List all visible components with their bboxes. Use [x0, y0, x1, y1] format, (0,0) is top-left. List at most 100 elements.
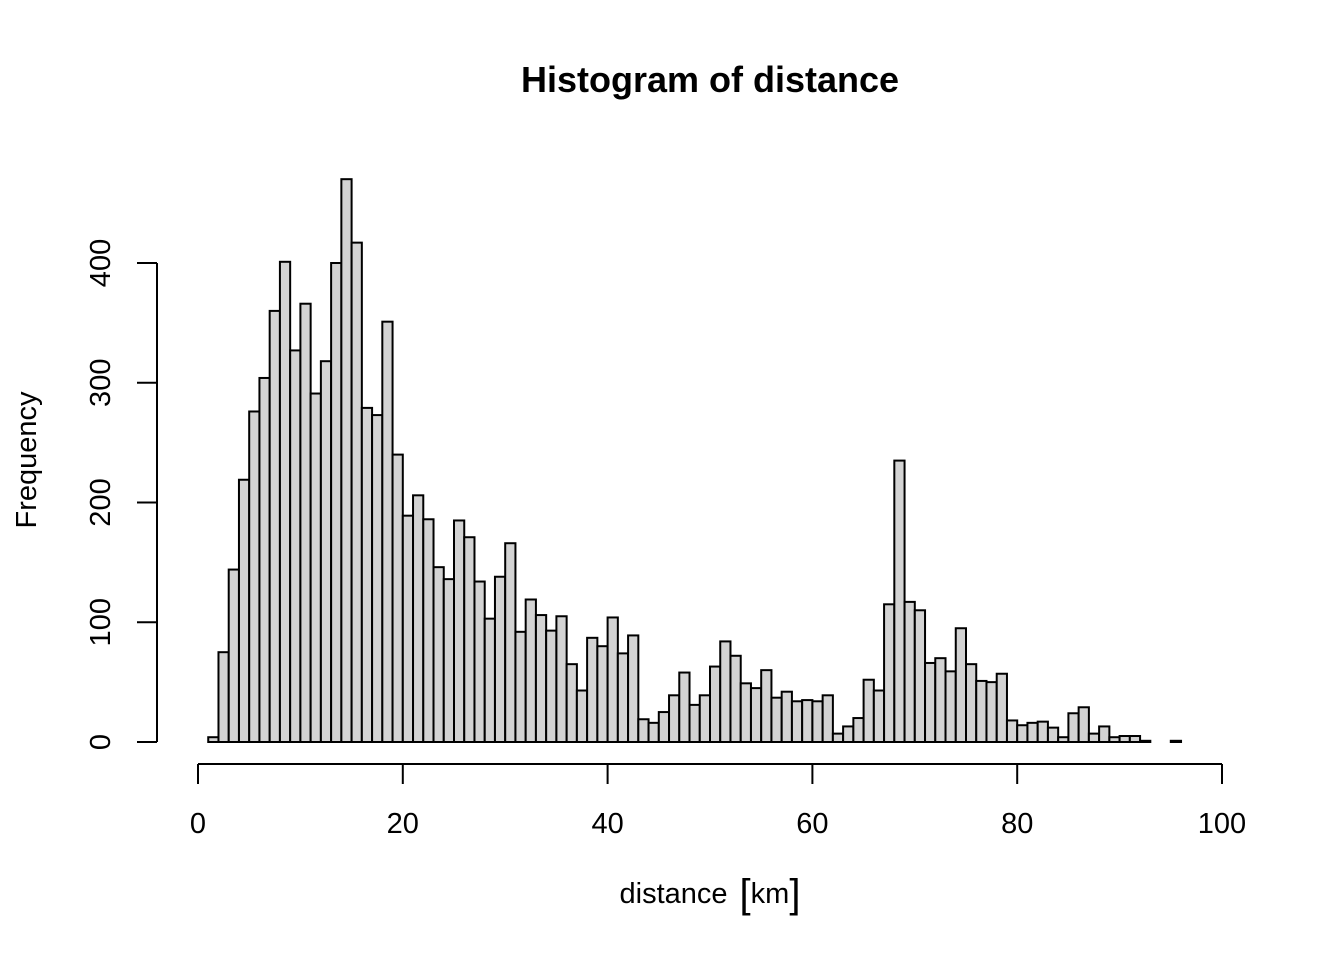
histogram-bar — [534, 614, 548, 743]
histogram-bar — [319, 360, 333, 743]
x-axis-label: distance [km] — [620, 872, 801, 916]
histogram-bar — [1128, 735, 1142, 744]
histogram-bar — [698, 694, 712, 743]
y-tick-label: 200 — [85, 478, 117, 526]
histogram-bar — [586, 636, 599, 744]
histogram-bar — [872, 689, 886, 744]
histogram-bar — [1098, 725, 1111, 743]
histogram-bar — [913, 609, 927, 744]
histogram-bar — [545, 629, 558, 744]
histogram-bar — [412, 494, 425, 743]
histogram-bar — [1016, 724, 1029, 743]
x-tick-label: 80 — [1001, 808, 1033, 840]
histogram-bar — [883, 603, 896, 743]
histogram-bar — [739, 682, 752, 744]
y-tick-label: 100 — [85, 598, 117, 646]
histogram-bar — [821, 694, 834, 743]
histogram-bar — [555, 615, 568, 744]
histogram-bar — [862, 678, 875, 743]
histogram-bar — [1118, 735, 1131, 744]
histogram-bar — [360, 406, 374, 743]
histogram-bar — [801, 699, 814, 744]
histogram-bar — [770, 696, 783, 744]
histogram-bar — [749, 687, 763, 743]
histogram-bar — [709, 665, 722, 743]
histogram-bar — [1046, 726, 1060, 744]
histogram-bar — [401, 514, 415, 743]
y-axis-label: Frequency — [11, 391, 43, 529]
histogram-bar — [1139, 739, 1152, 743]
histogram-bar — [514, 630, 527, 744]
histogram-bar — [965, 663, 978, 743]
histogram-bar — [575, 689, 589, 744]
y-axis: 0 100 200 300 400 — [85, 239, 158, 750]
x-axis-label-text: distance — [620, 878, 728, 910]
histogram-bar — [1036, 720, 1049, 744]
x-axis: 0 20 40 60 80 100 — [190, 763, 1246, 840]
x-tick-label: 60 — [796, 808, 828, 840]
histogram-bar — [442, 578, 456, 744]
x-tick-label: 100 — [1198, 808, 1246, 840]
histogram-bar — [760, 669, 773, 744]
histogram-bar — [780, 690, 793, 744]
histogram-bar — [934, 657, 947, 743]
histogram-bar — [842, 725, 855, 743]
histogram-bar — [371, 414, 384, 743]
histogram-bar — [729, 654, 742, 744]
bars-group — [207, 178, 1183, 744]
histogram-bar — [473, 580, 486, 743]
x-axis-unit: km — [751, 878, 790, 910]
histogram-bar — [954, 627, 968, 743]
histogram-bar — [637, 718, 650, 743]
histogram-bar — [975, 679, 988, 743]
histogram-bar — [1067, 712, 1080, 744]
x-tick-label: 0 — [190, 808, 206, 840]
histogram-bar — [565, 663, 578, 743]
histogram-bar — [237, 478, 251, 743]
histogram-bar — [1026, 721, 1039, 744]
histogram-bar — [504, 542, 517, 744]
histogram-bar — [258, 376, 271, 743]
histogram-bar — [627, 634, 640, 743]
histogram-bar — [995, 672, 1008, 743]
x-tick-label: 40 — [591, 808, 623, 840]
histogram-bar — [278, 260, 292, 743]
histogram-bar — [1087, 732, 1101, 743]
histogram-bar — [217, 651, 230, 743]
histogram-bar — [309, 392, 322, 743]
histogram-bar — [790, 700, 804, 743]
histogram-bar — [350, 241, 363, 744]
histogram-bar — [811, 700, 824, 743]
y-tick-label: 300 — [85, 359, 117, 407]
histogram-bar — [299, 302, 312, 743]
histogram-bar — [647, 721, 660, 744]
histogram-bar — [422, 518, 435, 744]
histogram-bar — [248, 410, 261, 743]
histogram-bar — [432, 566, 445, 743]
y-tick-label: 400 — [85, 239, 117, 287]
histogram-bar — [657, 711, 671, 743]
histogram-bar — [493, 575, 507, 743]
histogram-bar — [1169, 739, 1183, 743]
histogram-bar — [831, 732, 845, 743]
histogram-bar — [616, 652, 630, 744]
histogram-bar — [1077, 706, 1090, 744]
histogram-bar — [1057, 736, 1070, 744]
histogram-bar — [944, 670, 957, 743]
histogram-bar — [893, 459, 906, 743]
histogram-bar — [606, 616, 619, 744]
histogram-bar — [207, 736, 220, 744]
histogram-bar — [688, 703, 701, 744]
y-tick-label: 0 — [85, 734, 117, 750]
histogram-bar — [924, 661, 937, 744]
histogram-bar — [1005, 719, 1019, 744]
histogram-bar — [289, 349, 302, 743]
histogram-bar — [330, 262, 343, 743]
histogram-bar — [1108, 736, 1121, 744]
histogram-bar — [524, 598, 537, 743]
histogram-bar — [678, 671, 691, 743]
histogram-bar — [463, 536, 476, 743]
histogram-bar — [227, 568, 240, 743]
histogram-bar — [268, 309, 281, 743]
